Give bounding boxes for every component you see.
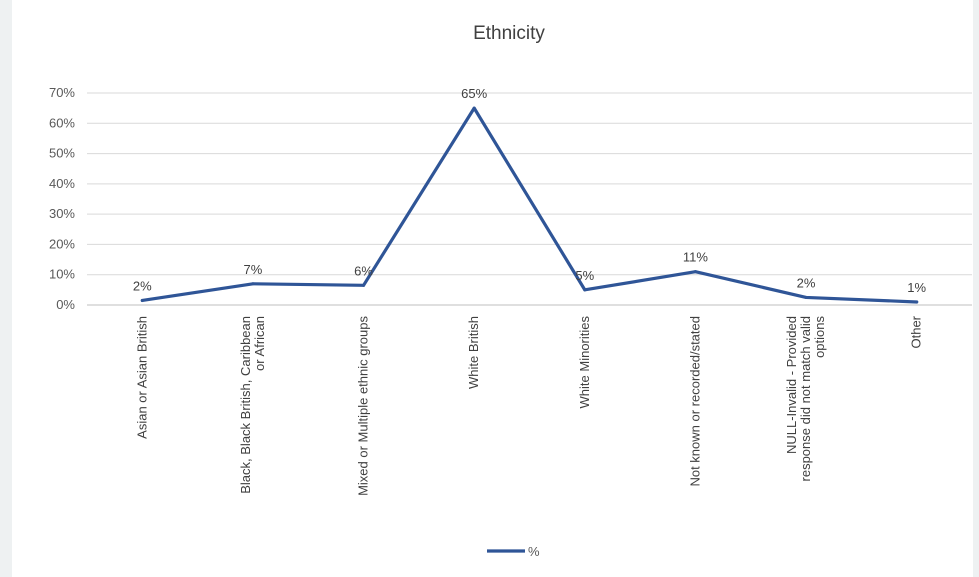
x-category-label: Not known or recorded/stated <box>687 316 702 487</box>
y-tick-label: 10% <box>49 267 75 282</box>
data-point <box>251 282 255 286</box>
x-category-label: White British <box>466 316 481 389</box>
data-label: 2% <box>133 278 152 293</box>
x-category-label-line: options <box>812 316 827 358</box>
x-category-label: NULL-Invalid - Provided response did not … <box>784 316 827 482</box>
data-point <box>362 283 366 287</box>
chart-title: Ethnicity <box>473 23 545 44</box>
data-label: 6% <box>354 263 373 278</box>
data-label: 5% <box>575 268 594 283</box>
data-point <box>140 298 144 302</box>
x-category-label-line: or African <box>252 316 267 371</box>
series-line <box>140 106 919 304</box>
data-point <box>915 300 919 304</box>
data-point <box>693 270 697 274</box>
x-axis: Asian or Asian British Black, Black Briti… <box>134 315 923 496</box>
y-tick-label: 40% <box>49 176 75 191</box>
x-category-label: White Minorities <box>577 316 592 409</box>
y-tick-label: 30% <box>49 206 75 221</box>
legend: % <box>487 544 540 559</box>
x-category-label-line: White Minorities <box>577 316 592 409</box>
y-tick-label: 60% <box>49 115 75 130</box>
ethnicity-line-chart: Ethnicity 0% 10% 20% 30% 40% 50% 60% 70% Asian … <box>49 23 972 559</box>
x-category-label-line: Other <box>909 315 924 348</box>
x-category-label: Other <box>909 315 924 348</box>
y-axis-ticks: 0% 10% 20% 30% 40% 50% 60% 70% <box>49 85 75 312</box>
x-category-label-line: Asian or Asian British <box>134 316 149 439</box>
y-tick-label: 0% <box>56 297 75 312</box>
data-point <box>472 106 476 110</box>
x-category-label: Mixed or Multiple ethnic groups <box>356 316 371 496</box>
data-point <box>583 288 587 292</box>
data-label: 1% <box>907 280 926 295</box>
gridlines <box>87 92 972 306</box>
data-label: 65% <box>461 86 487 101</box>
x-category-label-line: Not known or recorded/stated <box>687 316 702 487</box>
data-point <box>804 295 808 299</box>
x-category-label-line: NULL-Invalid - Provided <box>784 316 799 454</box>
y-tick-label: 50% <box>49 146 75 161</box>
data-label: 2% <box>797 275 816 290</box>
x-category-label-line: Mixed or Multiple ethnic groups <box>356 316 371 496</box>
data-label: 7% <box>244 262 263 277</box>
data-labels: 2% 7% 6% 65% 5% 11% 2% 1% <box>133 86 927 295</box>
x-category-label-line: response did not match valid <box>798 316 813 481</box>
data-label: 11% <box>683 250 708 265</box>
x-category-label: Asian or Asian British <box>134 316 149 439</box>
series-layer <box>140 106 919 304</box>
x-category-label-line: Black, Black British, Caribbean <box>238 316 253 494</box>
legend-label: % <box>528 544 540 559</box>
x-category-label-line: White British <box>466 316 481 389</box>
y-tick-label: 70% <box>49 85 75 100</box>
y-tick-label: 20% <box>49 236 75 251</box>
x-category-label: Black, Black British, Caribbean or Africa… <box>238 316 267 494</box>
